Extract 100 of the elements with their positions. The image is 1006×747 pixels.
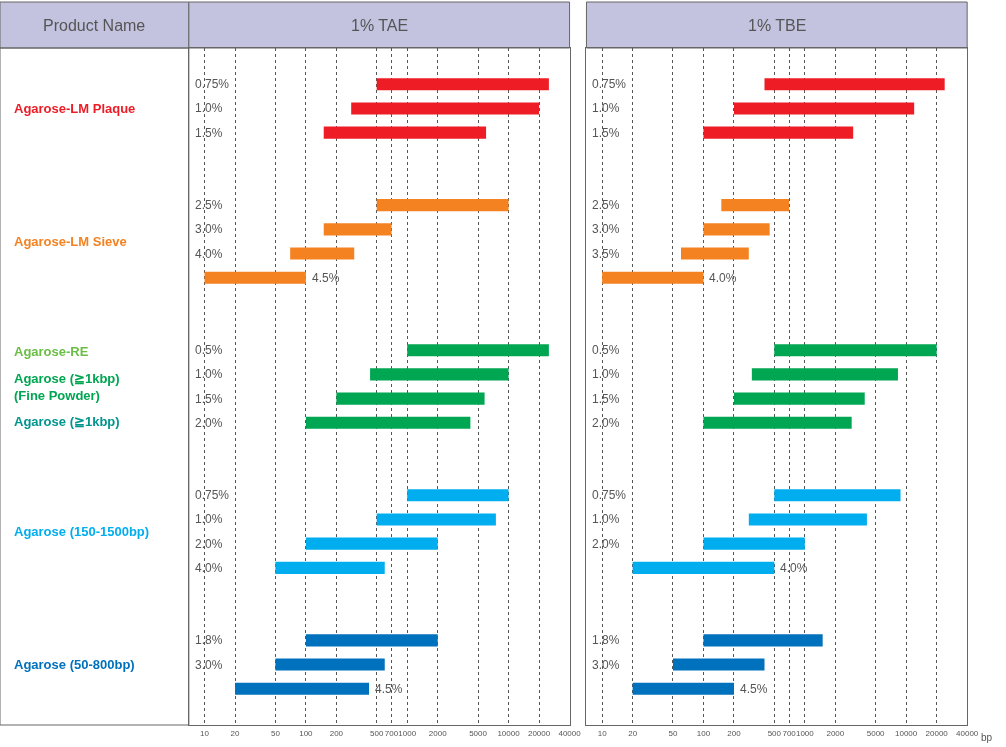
chart-title: 1% TAE	[351, 17, 409, 34]
text: Agarose-LM Plaque	[14, 101, 136, 116]
y-tick-label: 2.0%	[195, 416, 223, 430]
text: Agarose (50-800bp)	[14, 657, 135, 672]
bar	[703, 126, 854, 139]
bar	[351, 102, 540, 115]
bar	[774, 344, 937, 357]
bar	[323, 126, 487, 139]
y-tick-label: 3.0%	[195, 658, 223, 672]
bar	[672, 658, 765, 671]
bar	[703, 634, 823, 647]
bar	[376, 199, 509, 212]
y-tick-label: 4.0%	[780, 561, 808, 575]
x-tick-label: 40000	[558, 728, 582, 738]
y-tick-label: 0.5%	[195, 343, 223, 357]
bar	[681, 247, 749, 260]
y-tick-label: 3.0%	[592, 658, 620, 672]
x-tick-label: 200	[727, 728, 742, 738]
x-tick-label: 10	[597, 728, 608, 738]
y-tick-label: 1.5%	[195, 126, 223, 140]
bar	[602, 271, 704, 284]
y-tick-label: 1.8%	[592, 633, 620, 647]
bar	[774, 489, 901, 502]
x-tick-label: 2000	[428, 728, 448, 738]
x-tick-label: 10	[200, 728, 210, 738]
bar	[235, 682, 370, 695]
y-tick-label: 1.5%	[592, 126, 620, 140]
x-tick-label: 20000	[925, 728, 949, 738]
y-tick-label: 0.75%	[195, 77, 230, 91]
bar	[632, 682, 734, 695]
bar	[305, 537, 438, 550]
x-tick-label: 700	[782, 728, 797, 738]
y-tick-label: 3.0%	[592, 222, 620, 236]
x-tick-label: 50	[270, 728, 281, 738]
y-tick-label: 1.5%	[592, 392, 620, 406]
y-tick-label: 4.0%	[195, 247, 223, 261]
bar	[323, 223, 392, 236]
bar	[703, 537, 805, 550]
x-tick-label: 200	[329, 728, 344, 738]
y-tick-label: 0.75%	[592, 77, 627, 91]
y-tick-label: 0.5%	[592, 343, 620, 357]
x-tick-label: 10000	[895, 728, 918, 738]
bar	[407, 344, 549, 357]
y-tick-label: 1.0%	[195, 101, 223, 115]
bar	[290, 247, 355, 260]
bar	[703, 223, 770, 236]
y-tick-label: 1.0%	[195, 367, 223, 381]
x-tick-label: 10000	[497, 728, 521, 738]
x-tick-label: 500	[767, 728, 782, 738]
bar	[632, 561, 775, 574]
bar	[376, 78, 549, 91]
x-tick-label: 20	[230, 728, 241, 738]
chart-title: 1% TBE	[748, 17, 807, 34]
bar	[370, 368, 509, 381]
y-tick-label: 2.0%	[195, 537, 223, 551]
x-tick-label: 5000	[469, 728, 488, 738]
y-tick-label: 1.0%	[592, 367, 620, 381]
x-tick-label: 1000	[795, 728, 815, 738]
x-tick-label: 20	[628, 728, 638, 738]
bar	[336, 392, 485, 405]
x-axis-title: bp	[981, 732, 993, 743]
text: Agarose (≧1kbp)	[14, 414, 120, 429]
bar	[721, 199, 790, 212]
y-tick-label: 3.5%	[592, 247, 620, 261]
text: Agarose (≧1kbp) (Fine Powder)	[14, 371, 120, 403]
y-tick-label: 2.5%	[592, 198, 620, 212]
y-tick-label: 1.0%	[195, 512, 223, 526]
y-tick-label: 2.0%	[592, 537, 620, 551]
y-tick-label: 2.5%	[195, 198, 223, 212]
x-tick-label: 1000	[398, 728, 417, 738]
x-tick-label: 2000	[826, 728, 845, 738]
text: Agarose (150-1500bp)	[14, 524, 150, 539]
y-tick-label: 4.5%	[740, 682, 768, 696]
y-tick-label: 2.0%	[592, 416, 620, 430]
y-tick-label: 0.75%	[592, 488, 627, 502]
bar	[275, 658, 385, 671]
y-tick-label: 1.0%	[592, 512, 620, 526]
y-tick-label: 4.0%	[195, 561, 223, 575]
y-tick-label: 1.0%	[592, 101, 620, 115]
bar	[764, 78, 945, 91]
x-tick-label: 100	[696, 728, 711, 738]
y-tick-label: 1.5%	[195, 392, 223, 406]
text: Product Name	[43, 17, 146, 34]
bar	[275, 561, 385, 574]
bar	[703, 416, 852, 429]
y-tick-label: 4.0%	[709, 271, 737, 285]
bar	[733, 102, 915, 115]
y-tick-label: 3.0%	[195, 222, 223, 236]
x-tick-label: 700	[384, 728, 399, 738]
x-tick-label: 5000	[866, 728, 886, 738]
bar	[748, 513, 867, 526]
bar	[407, 489, 509, 502]
bar	[204, 271, 306, 284]
x-tick-label: 100	[299, 728, 314, 738]
bar	[751, 368, 898, 381]
y-tick-label: 4.5%	[312, 271, 340, 285]
bar	[733, 392, 865, 405]
bar	[376, 513, 496, 526]
y-tick-label: 0.75%	[195, 488, 230, 502]
bar	[305, 634, 438, 647]
